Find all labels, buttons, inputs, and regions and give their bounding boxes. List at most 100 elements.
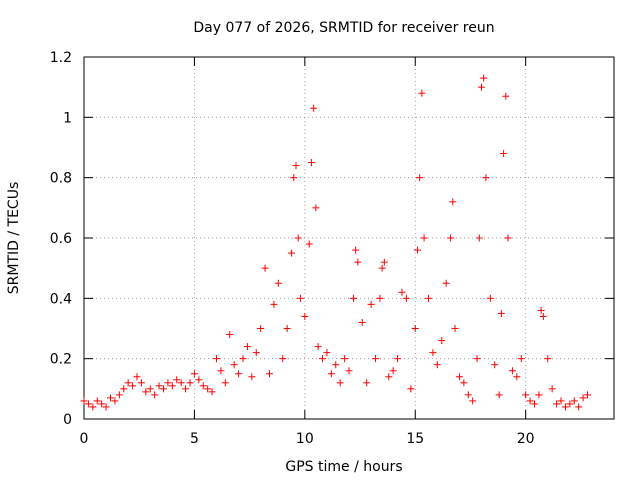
- ticks: 0 5 10 15 20 0 0.2 0.4 0.6 0.8 1 1.2: [50, 50, 614, 447]
- data-point: [433, 361, 441, 369]
- data-point: [230, 361, 238, 369]
- data-point: [266, 370, 273, 378]
- data-point: [124, 379, 132, 387]
- data-point: [349, 294, 357, 302]
- data-point: [473, 355, 481, 363]
- data-point: [336, 379, 344, 387]
- data-point: [341, 355, 349, 363]
- data-point: [279, 355, 287, 363]
- data-point: [526, 397, 534, 405]
- data-point: [553, 400, 561, 408]
- data-point: [376, 294, 384, 302]
- data-point: [352, 246, 360, 254]
- y-tick-label: 0.6: [50, 231, 72, 247]
- data-point: [413, 246, 421, 254]
- data-point: [182, 385, 190, 393]
- data-point: [497, 309, 505, 317]
- data-point: [584, 391, 591, 399]
- data-point: [486, 294, 494, 302]
- data-point: [544, 355, 552, 363]
- data-point: [226, 331, 234, 339]
- data-point: [186, 379, 194, 387]
- data-point: [129, 382, 137, 390]
- data-point: [137, 379, 145, 387]
- data-point: [80, 397, 88, 405]
- data-point: [449, 198, 457, 206]
- data-point: [155, 382, 163, 390]
- data-point: [190, 370, 198, 378]
- data-point: [495, 391, 503, 399]
- data-point: [416, 174, 424, 182]
- data-point: [548, 385, 556, 393]
- data-point: [385, 373, 393, 381]
- data-point: [508, 367, 516, 375]
- data-point: [517, 355, 525, 363]
- data-point: [566, 400, 574, 408]
- data-point: [292, 162, 300, 170]
- data-point: [557, 397, 565, 405]
- data-point: [482, 174, 490, 182]
- data-point: [89, 403, 97, 411]
- chart-title: Day 077 of 2026, SRMTID for receiver reu…: [193, 20, 494, 36]
- data-point: [288, 249, 296, 257]
- data-point: [177, 379, 185, 387]
- data-point: [243, 343, 251, 351]
- data-point: [398, 288, 406, 296]
- data-point: [378, 264, 386, 272]
- data-point: [504, 234, 512, 242]
- data-point: [323, 349, 331, 357]
- data-point: [389, 367, 397, 375]
- data-point: [107, 394, 114, 402]
- data-point: [195, 376, 203, 384]
- data-point: [429, 349, 437, 357]
- data-point: [290, 174, 298, 182]
- data-point: [451, 325, 459, 332]
- data-point: [575, 403, 583, 411]
- data-point: [261, 264, 269, 272]
- data-point: [411, 325, 419, 332]
- data-points: [80, 74, 591, 411]
- x-tick-label: 0: [80, 431, 89, 447]
- data-point: [535, 391, 543, 399]
- data-point: [199, 382, 207, 390]
- y-tick-label: 1.2: [50, 50, 72, 66]
- data-point: [173, 376, 181, 384]
- data-point: [464, 391, 472, 399]
- data-point: [358, 318, 366, 326]
- y-axis-label: SRMTID / TECUs: [6, 182, 22, 295]
- data-point: [301, 312, 309, 320]
- data-point: [217, 367, 225, 375]
- data-point: [380, 258, 388, 266]
- data-point: [274, 279, 282, 287]
- data-point: [270, 300, 278, 308]
- data-point: [475, 234, 483, 242]
- data-point: [570, 397, 578, 405]
- data-point: [160, 385, 167, 393]
- y-tick-label: 0.2: [50, 352, 72, 368]
- data-point: [531, 400, 538, 408]
- data-point: [102, 403, 110, 411]
- data-point: [367, 300, 375, 308]
- data-point: [537, 306, 545, 314]
- data-point: [522, 391, 530, 399]
- data-point: [164, 379, 172, 387]
- x-tick-label: 15: [406, 431, 424, 447]
- data-point: [363, 379, 371, 387]
- x-tick-label: 10: [296, 431, 314, 447]
- data-point: [98, 400, 106, 408]
- data-point: [394, 355, 402, 363]
- data-point: [478, 83, 485, 91]
- data-point: [221, 379, 229, 387]
- x-tick-label: 5: [190, 431, 199, 447]
- data-point: [327, 370, 335, 378]
- data-point: [314, 343, 322, 351]
- data-point: [257, 325, 265, 332]
- data-point: [418, 89, 426, 97]
- data-point: [307, 159, 315, 167]
- data-point: [460, 379, 468, 387]
- data-point: [204, 385, 212, 393]
- x-axis-label: GPS time / hours: [285, 459, 402, 475]
- x-tick-label: 20: [517, 431, 535, 447]
- data-point: [469, 397, 477, 405]
